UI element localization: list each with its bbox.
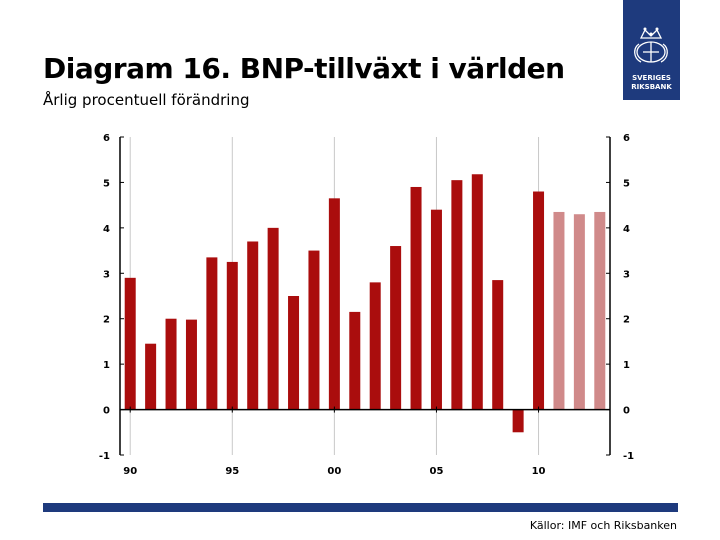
chart-subtitle: Årlig procentuell förändring [43, 91, 250, 109]
source-note: Källor: IMF och Riksbanken [529, 519, 677, 532]
crown-emblem-icon [634, 27, 668, 63]
y-tick-label-left: -1 [99, 451, 110, 462]
riksbank-logo: SVERIGES RIKSBANK [623, 0, 680, 100]
data-bar [349, 311, 361, 410]
x-tick-label: 90 [123, 466, 137, 477]
y-tick-label-left: 5 [103, 178, 110, 189]
y-tick-label-left: 0 [103, 406, 110, 417]
data-bar [165, 318, 177, 410]
data-bar [451, 180, 463, 410]
axes [119, 136, 611, 456]
data-bar [247, 241, 259, 410]
chart-title: Diagram 16. BNP-tillväxt i världen [43, 52, 565, 85]
bars [124, 174, 606, 433]
logo-text-line1: SVERIGES [632, 74, 671, 82]
data-bar [267, 227, 279, 410]
data-bar [226, 261, 238, 410]
x-tick-label: 95 [225, 466, 239, 477]
y-tick-label-right: -1 [623, 451, 634, 462]
y-tick-label-right: 6 [623, 133, 630, 144]
y-tick-label-left: 2 [103, 315, 110, 326]
data-bar [410, 186, 422, 410]
x-tick-label: 10 [532, 466, 546, 477]
data-bar [145, 343, 157, 410]
x-tick-label: 05 [429, 466, 443, 477]
y-tick-label-left: 1 [103, 360, 110, 371]
data-bar [328, 198, 340, 410]
y-tick-label-right: 5 [623, 178, 630, 189]
data-bar [533, 191, 545, 410]
data-bar [124, 277, 136, 410]
data-bar [390, 246, 402, 410]
forecast-bar [573, 214, 585, 410]
logo-text-line2: RIKSBANK [631, 83, 672, 91]
y-tick-label-left: 4 [103, 224, 110, 235]
y-tick-label-right: 1 [623, 360, 630, 371]
data-bar [308, 250, 320, 410]
tick-labels: 6 65 54 43 32 21 10 0-1 -190 95 00 05 10 [99, 133, 634, 477]
data-bar [430, 209, 442, 410]
forecast-bar [594, 211, 606, 410]
data-bar [512, 409, 524, 433]
data-bar [471, 174, 483, 410]
data-bar [288, 296, 300, 410]
footer-bar [43, 503, 678, 512]
y-tick-label-left: 3 [103, 269, 110, 280]
y-tick-label-right: 4 [623, 224, 630, 235]
data-bar [206, 257, 218, 410]
data-bar [185, 319, 197, 410]
data-bar [369, 282, 381, 410]
y-tick-label-left: 6 [103, 133, 110, 144]
y-tick-label-right: 3 [623, 269, 630, 280]
x-tick-label: 00 [327, 466, 341, 477]
bar-chart: 6 65 54 43 32 21 10 0-1 -190 95 00 05 10 [99, 133, 634, 477]
data-bar [492, 280, 504, 410]
y-tick-label-right: 2 [623, 315, 630, 326]
y-tick-label-right: 0 [623, 406, 630, 417]
forecast-bar [553, 211, 565, 410]
